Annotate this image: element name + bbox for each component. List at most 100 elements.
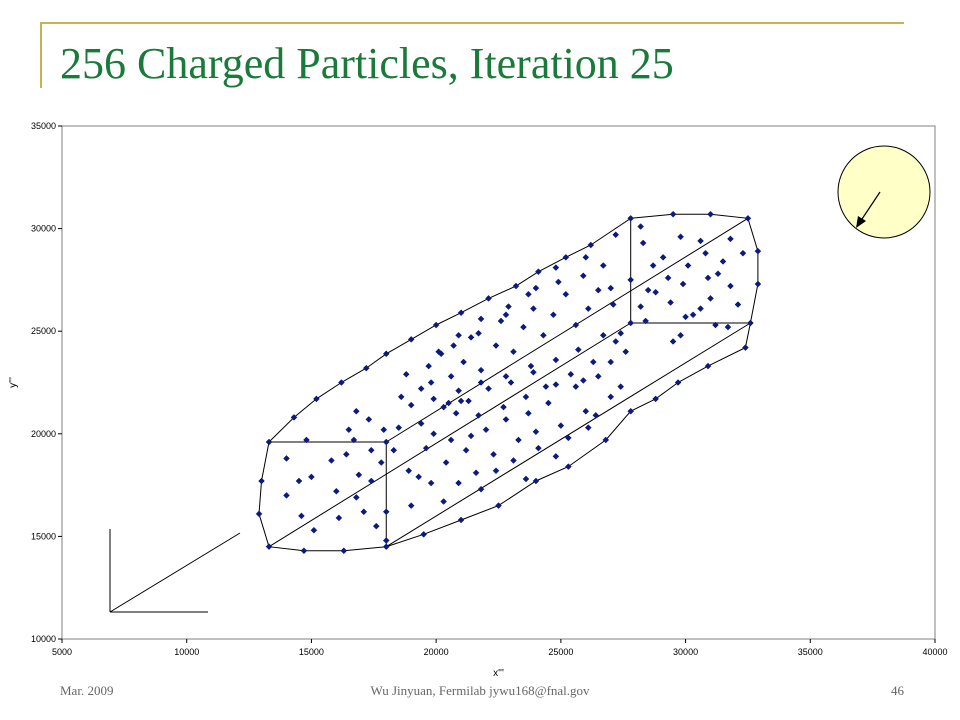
data-point xyxy=(704,274,712,282)
data-point xyxy=(490,450,497,458)
data-point xyxy=(402,370,410,378)
data-point xyxy=(333,487,340,495)
data-point xyxy=(457,516,465,524)
data-point xyxy=(599,262,607,269)
data-point xyxy=(462,446,470,454)
data-point xyxy=(380,426,388,434)
data-point xyxy=(367,446,375,454)
data-point xyxy=(522,393,530,401)
data-point xyxy=(592,411,600,419)
data-point xyxy=(652,395,659,403)
data-point xyxy=(532,477,540,485)
data-point xyxy=(594,286,602,294)
axis-sketch-diagonal xyxy=(109,532,241,613)
data-point xyxy=(427,479,435,487)
data-point xyxy=(283,492,290,499)
data-point xyxy=(535,444,542,452)
data-point xyxy=(552,381,560,388)
data-point xyxy=(457,309,465,317)
data-point xyxy=(622,348,630,356)
data-point xyxy=(255,510,263,518)
data-point xyxy=(377,459,385,466)
data-point xyxy=(298,512,305,520)
data-point xyxy=(467,334,475,341)
data-point xyxy=(510,348,517,356)
data-point xyxy=(727,235,734,243)
data-point xyxy=(639,239,647,247)
data-point xyxy=(362,364,370,372)
data-point xyxy=(562,290,570,298)
x-tick-label: 20000 xyxy=(424,647,449,657)
data-point xyxy=(342,450,350,458)
y-tick-label: 25000 xyxy=(31,326,56,336)
data-point xyxy=(515,436,522,444)
data-point xyxy=(430,430,438,438)
data-point xyxy=(525,409,532,417)
data-point xyxy=(739,249,747,257)
data-point xyxy=(704,362,712,370)
data-point xyxy=(742,344,749,351)
data-point xyxy=(584,424,592,431)
data-point xyxy=(609,301,617,308)
data-point xyxy=(477,366,485,374)
box-edge-line xyxy=(268,322,631,548)
data-point xyxy=(532,284,540,292)
box-edge-line xyxy=(385,217,749,443)
x-axis-label: x''' xyxy=(493,668,504,679)
data-point xyxy=(627,319,635,327)
y-tick-label: 35000 xyxy=(31,121,56,131)
data-point xyxy=(702,249,709,257)
data-point xyxy=(669,210,677,218)
data-point xyxy=(447,372,455,380)
data-point xyxy=(405,467,413,475)
data-point xyxy=(495,502,502,509)
data-point xyxy=(422,444,430,452)
data-point xyxy=(567,370,575,378)
data-point xyxy=(472,469,480,477)
data-point xyxy=(417,385,425,393)
data-point xyxy=(372,522,380,530)
data-point xyxy=(754,247,762,255)
plot-area-border xyxy=(61,125,936,640)
x-tick-label: 15000 xyxy=(299,647,324,657)
data-point xyxy=(677,233,684,241)
data-point xyxy=(382,350,390,358)
slide-title: 256 Charged Particles, Iteration 25 xyxy=(60,39,674,88)
data-point xyxy=(652,288,659,296)
data-point xyxy=(520,323,527,331)
y-tick-label: 15000 xyxy=(31,531,56,541)
data-point xyxy=(283,455,290,462)
data-point xyxy=(545,399,552,407)
data-point xyxy=(627,214,635,222)
data-point xyxy=(627,276,635,284)
data-point xyxy=(352,494,360,501)
data-point xyxy=(530,305,537,312)
title-accent-line-top xyxy=(40,22,904,24)
data-point xyxy=(562,253,570,261)
data-point xyxy=(475,411,482,419)
data-point xyxy=(407,401,415,409)
direction-indicator-circle xyxy=(837,145,931,239)
data-point xyxy=(572,383,580,390)
data-point xyxy=(617,329,625,337)
data-point xyxy=(455,331,462,339)
data-point xyxy=(707,210,714,218)
data-point xyxy=(734,301,742,308)
data-point xyxy=(707,295,714,302)
data-point xyxy=(477,485,485,493)
data-point xyxy=(679,280,687,288)
data-point xyxy=(607,358,615,366)
data-point xyxy=(425,362,433,370)
data-point xyxy=(497,317,505,325)
data-point xyxy=(300,547,308,555)
data-point xyxy=(435,348,442,356)
data-point xyxy=(594,372,602,380)
data-point xyxy=(382,438,390,446)
data-point xyxy=(607,284,615,292)
x-tick-label: 40000 xyxy=(922,647,947,657)
data-point xyxy=(512,282,520,290)
data-point xyxy=(367,477,375,485)
data-point xyxy=(352,407,360,415)
data-point xyxy=(340,547,348,555)
